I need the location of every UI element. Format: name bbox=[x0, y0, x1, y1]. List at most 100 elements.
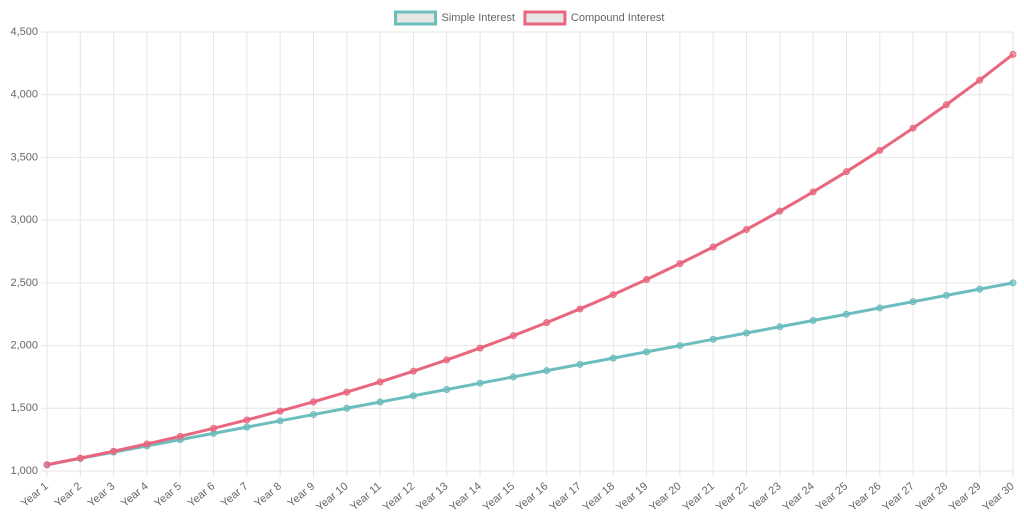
x-tick-label: Year 14 bbox=[447, 480, 483, 513]
data-point bbox=[942, 101, 950, 109]
series-line bbox=[46, 281, 1014, 467]
x-tick-label: Year 8 bbox=[252, 480, 284, 509]
data-point bbox=[709, 335, 717, 343]
x-tick-label: Year 21 bbox=[681, 480, 717, 513]
data-point bbox=[609, 291, 617, 299]
x-tick-label: Year 26 bbox=[847, 480, 883, 513]
data-point bbox=[976, 285, 984, 293]
data-point bbox=[376, 398, 384, 406]
data-point bbox=[76, 454, 84, 462]
data-point bbox=[509, 332, 517, 340]
x-tick-label: Year 7 bbox=[219, 480, 251, 509]
data-point bbox=[43, 461, 51, 469]
data-point bbox=[842, 310, 850, 318]
x-tick-label: Year 29 bbox=[947, 480, 983, 513]
x-tick-label: Year 17 bbox=[547, 480, 583, 513]
y-tick-label: 1,500 bbox=[10, 402, 38, 414]
x-tick-label: Year 13 bbox=[414, 480, 450, 513]
data-point bbox=[576, 360, 584, 368]
data-point bbox=[443, 385, 451, 393]
y-tick-label: 3,000 bbox=[10, 214, 38, 226]
data-point bbox=[809, 188, 817, 196]
y-tick-label: 4,000 bbox=[10, 89, 38, 101]
data-point bbox=[609, 354, 617, 362]
data-point bbox=[876, 146, 884, 154]
data-point bbox=[443, 356, 451, 364]
x-tick-label: Year 15 bbox=[481, 480, 517, 513]
x-tick-label: Year 18 bbox=[581, 480, 617, 513]
x-tick-label: Year 20 bbox=[647, 480, 683, 513]
data-point bbox=[676, 342, 684, 350]
x-tick-label: Year 9 bbox=[286, 480, 318, 509]
legend-swatch[interactable] bbox=[523, 10, 567, 26]
series-line bbox=[46, 53, 1014, 467]
data-point bbox=[709, 243, 717, 251]
data-point bbox=[343, 388, 351, 396]
x-tick-label: Year 10 bbox=[314, 480, 350, 513]
data-point bbox=[543, 367, 551, 375]
data-point bbox=[576, 305, 584, 313]
x-tick-label: Year 11 bbox=[348, 480, 384, 513]
x-tick-label: Year 24 bbox=[780, 480, 816, 513]
data-point bbox=[909, 124, 917, 132]
x-tick-label: Year 3 bbox=[86, 480, 118, 509]
x-tick-label: Year 28 bbox=[914, 480, 950, 513]
data-point bbox=[309, 398, 317, 406]
x-tick-label: Year 25 bbox=[814, 480, 850, 513]
y-tick-label: 3,500 bbox=[10, 151, 38, 163]
data-point bbox=[210, 424, 218, 432]
x-tick-label: Year 23 bbox=[747, 480, 783, 513]
data-point bbox=[876, 304, 884, 312]
data-point bbox=[1009, 279, 1017, 287]
data-point bbox=[243, 416, 251, 424]
data-point bbox=[643, 275, 651, 283]
x-tick-label: Year 6 bbox=[186, 480, 218, 509]
x-tick-label: Year 2 bbox=[52, 480, 84, 509]
x-tick-label: Year 1 bbox=[19, 480, 51, 509]
data-point bbox=[942, 291, 950, 299]
data-point bbox=[309, 411, 317, 419]
x-tick-label: Year 27 bbox=[880, 480, 916, 513]
x-tick-label: Year 4 bbox=[119, 480, 151, 509]
data-point bbox=[143, 440, 151, 448]
data-point bbox=[276, 407, 284, 415]
data-point bbox=[409, 392, 417, 400]
data-point bbox=[676, 260, 684, 268]
data-point bbox=[110, 447, 118, 455]
data-point bbox=[743, 329, 751, 337]
x-tick-label: Year 22 bbox=[714, 480, 750, 513]
data-point bbox=[243, 423, 251, 431]
data-point bbox=[543, 319, 551, 327]
data-point bbox=[343, 404, 351, 412]
data-point bbox=[476, 379, 484, 387]
data-point bbox=[909, 298, 917, 306]
data-point bbox=[176, 432, 184, 440]
y-tick-label: 2,000 bbox=[10, 339, 38, 351]
x-tick-label: Year 19 bbox=[614, 480, 650, 513]
y-tick-label: 1,000 bbox=[10, 465, 38, 477]
data-point bbox=[643, 348, 651, 356]
x-tick-label: Year 16 bbox=[514, 480, 550, 513]
legend-label: Compound Interest bbox=[571, 12, 665, 24]
legend-label: Simple Interest bbox=[442, 12, 515, 24]
data-point bbox=[776, 207, 784, 215]
data-point bbox=[509, 373, 517, 381]
data-point bbox=[476, 344, 484, 352]
legend-swatch[interactable] bbox=[394, 10, 438, 26]
data-point bbox=[409, 367, 417, 375]
y-tick-label: 4,500 bbox=[10, 26, 38, 38]
data-point bbox=[809, 316, 817, 324]
y-tick-label: 2,500 bbox=[10, 277, 38, 289]
data-point bbox=[276, 417, 284, 425]
x-tick-label: Year 5 bbox=[152, 480, 184, 509]
x-tick-label: Year 12 bbox=[381, 480, 417, 513]
x-tick-label: Year 30 bbox=[980, 480, 1016, 513]
data-point bbox=[842, 168, 850, 176]
data-point bbox=[776, 323, 784, 331]
data-point bbox=[1009, 50, 1017, 58]
data-point bbox=[376, 378, 384, 386]
data-point bbox=[976, 76, 984, 84]
data-point bbox=[743, 226, 751, 234]
